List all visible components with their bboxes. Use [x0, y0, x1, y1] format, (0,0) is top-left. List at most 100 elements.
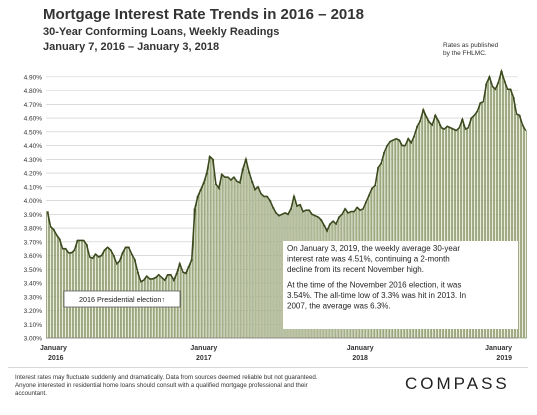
- bar: [250, 181, 254, 339]
- bar: [190, 259, 194, 339]
- bar: [46, 211, 49, 339]
- bar: [199, 189, 203, 339]
- bar: [52, 229, 55, 339]
- bar: [151, 278, 154, 339]
- y-tick-label: 3.70%: [24, 239, 43, 246]
- y-tick-label: 4.30%: [24, 157, 43, 164]
- x-tick-label: January: [485, 345, 512, 352]
- note-text: On January 3, 2019, the weekly average 3…: [287, 244, 460, 253]
- y-tick-label: 4.10%: [24, 184, 43, 191]
- bar: [202, 182, 206, 339]
- bar: [172, 280, 175, 339]
- bar: [238, 182, 242, 339]
- note-box: [283, 241, 518, 329]
- bar: [274, 212, 278, 339]
- bar: [217, 187, 221, 339]
- bar: [58, 238, 61, 339]
- source-note-line2: by the FHLMC.: [443, 50, 487, 57]
- bar: [55, 234, 58, 339]
- note-text: decline from its recent November high.: [287, 265, 424, 274]
- bar: [244, 159, 248, 339]
- chart-title: Mortgage Interest Rate Trends in 2016 – …: [43, 6, 364, 23]
- y-tick-label: 3.60%: [24, 253, 43, 260]
- x-tick-label: January: [347, 345, 374, 352]
- election-annotation: 2016 Presidential election↑: [79, 295, 165, 304]
- bar: [268, 200, 272, 339]
- bar: [208, 156, 212, 339]
- bar: [205, 172, 209, 339]
- bar: [139, 281, 142, 339]
- y-tick-label: 3.20%: [24, 308, 43, 315]
- bar: [214, 183, 218, 339]
- bar: [220, 174, 224, 339]
- bar: [82, 240, 85, 339]
- bar: [154, 277, 157, 339]
- source-note-line1: Rates as published: [443, 42, 499, 49]
- bar: [49, 226, 52, 339]
- bar: [61, 248, 64, 339]
- bar: [223, 176, 227, 339]
- note-text: interest rate was 4.51%, continuing a 2-…: [287, 255, 450, 264]
- source-note: Rates as published by the FHLMC.: [443, 42, 498, 58]
- bar: [163, 280, 166, 339]
- y-tick-label: 3.50%: [24, 267, 43, 274]
- bar: [181, 271, 184, 339]
- bar: [187, 266, 191, 339]
- bar: [142, 280, 145, 339]
- x-tick-label: 2018: [352, 355, 368, 362]
- bar: [524, 130, 527, 339]
- bar: [259, 193, 263, 339]
- y-tick-label: 3.80%: [24, 226, 43, 233]
- bar: [518, 115, 521, 339]
- bar: [521, 124, 524, 339]
- bar: [253, 189, 257, 339]
- x-tick-label: 2016: [48, 355, 64, 362]
- x-tick-label: January: [190, 345, 217, 352]
- y-tick-label: 3.90%: [24, 212, 43, 219]
- y-tick-label: 3.30%: [24, 294, 43, 301]
- compass-logo: COMPASS: [405, 374, 510, 393]
- y-tick-label: 3.00%: [24, 336, 43, 343]
- chart-subtitle-line2: January 7, 2016 – January 3, 2018: [43, 41, 220, 53]
- y-tick-label: 4.60%: [24, 116, 43, 123]
- rate-chart: 3.00% 3.10% 3.20% 3.30% 3.40% 3.50% 3.60% 3.70%…: [24, 68, 527, 362]
- bar: [271, 207, 275, 339]
- bar: [211, 159, 215, 339]
- note-text: 2007, the average was 6.3%.: [287, 302, 391, 311]
- x-tick-label: January: [40, 345, 67, 352]
- footer-divider: [8, 367, 528, 368]
- y-tick-label: 4.70%: [24, 102, 43, 109]
- x-tick-label: 2017: [196, 355, 212, 362]
- bar: [265, 196, 269, 339]
- chart-subtitle-line1: 30-Year Conforming Loans, Weekly Reading…: [43, 26, 280, 38]
- bar: [241, 168, 245, 339]
- bar: [277, 215, 281, 339]
- y-tick-label: 4.80%: [24, 88, 43, 95]
- x-tick-label: 2019: [496, 355, 512, 362]
- note-text: At the time of the November 2016 electio…: [287, 281, 461, 290]
- bar: [160, 277, 163, 339]
- bar: [232, 176, 236, 339]
- bar: [262, 196, 266, 339]
- bar: [184, 273, 188, 339]
- y-tick-label: 3.40%: [24, 281, 43, 288]
- bar: [247, 171, 251, 339]
- series-line: [46, 68, 527, 283]
- bar: [76, 240, 79, 339]
- bar: [226, 176, 230, 339]
- note-text: 3.54%. The all-time low of 3.3% was hit …: [287, 291, 466, 300]
- y-tick-label: 4.40%: [24, 143, 43, 150]
- y-tick-label: 3.10%: [24, 322, 43, 329]
- bar: [148, 278, 151, 339]
- y-tick-label: 4.90%: [24, 74, 43, 81]
- election-annotation-box: [63, 290, 181, 308]
- disclaimer: Interest rates may fluctuate suddenly an…: [15, 374, 318, 397]
- bar: [256, 186, 260, 339]
- bar: [235, 181, 239, 339]
- bar: [229, 179, 233, 339]
- y-tick-label: 4.50%: [24, 129, 43, 136]
- bar: [280, 214, 284, 339]
- y-tick-label: 4.00%: [24, 198, 43, 205]
- bar: [79, 240, 82, 339]
- bar: [196, 196, 200, 339]
